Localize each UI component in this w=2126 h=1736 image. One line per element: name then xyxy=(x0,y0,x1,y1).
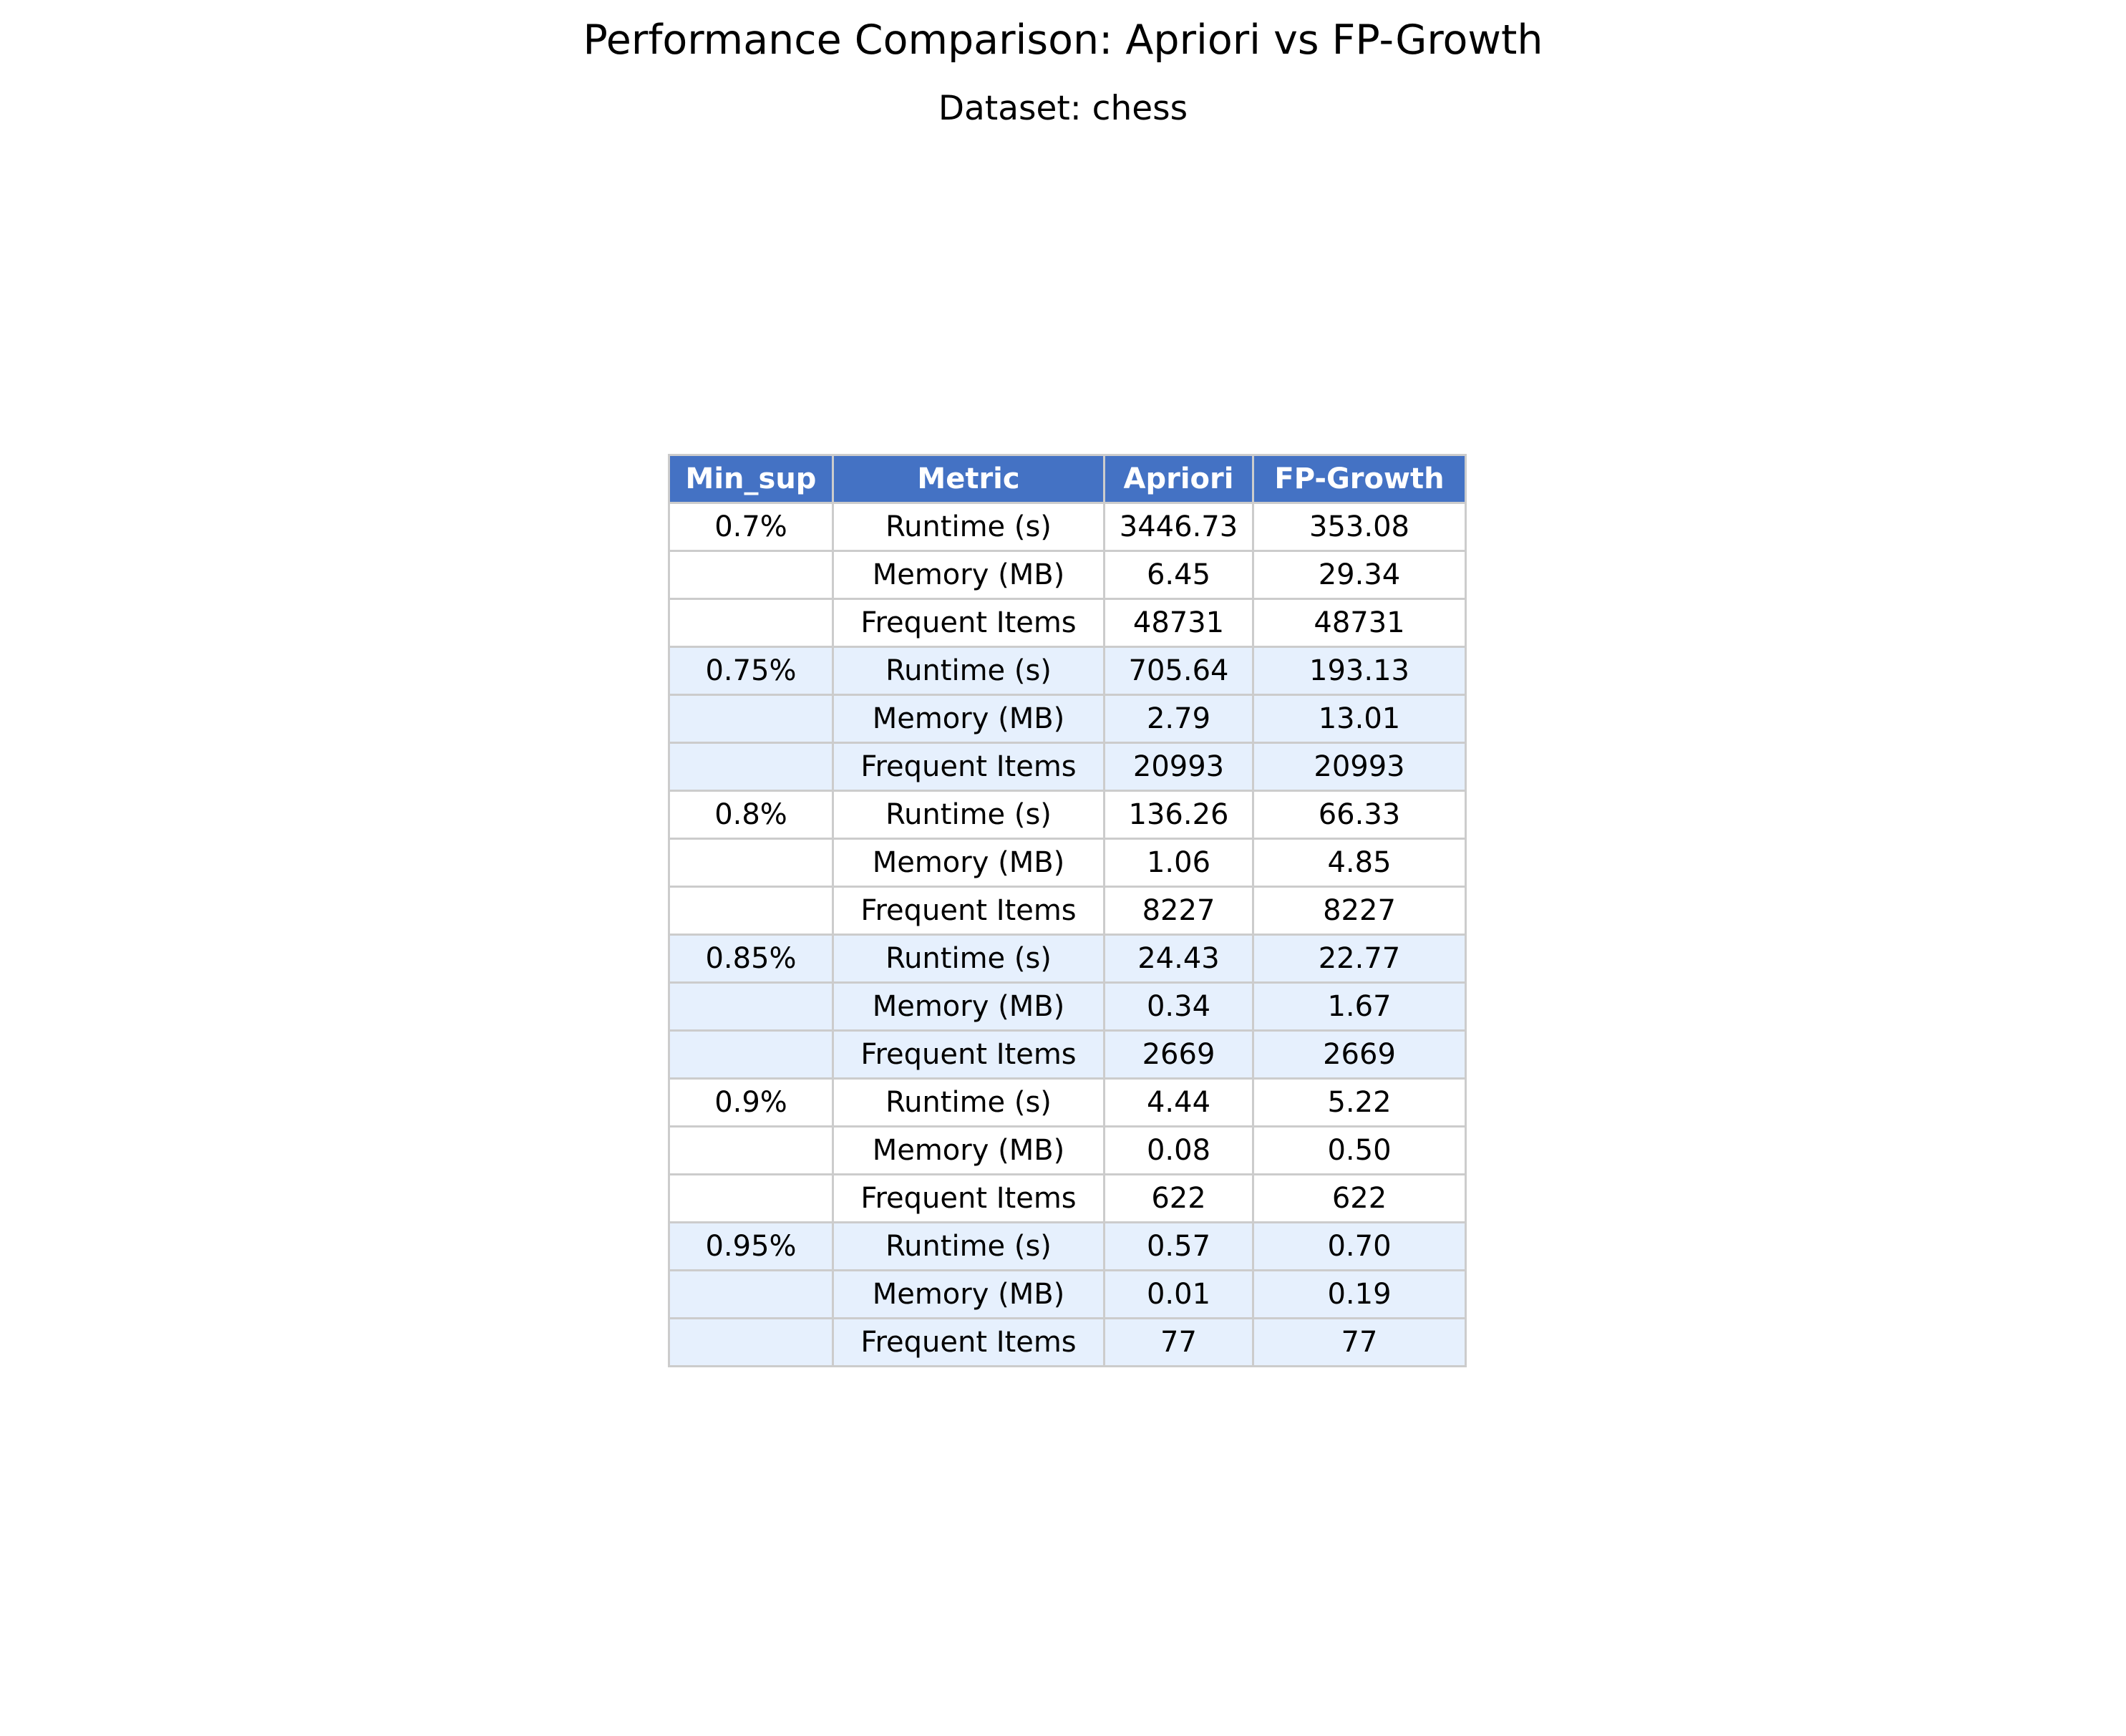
apriori-cell: 622 xyxy=(1103,1173,1254,1223)
min-sup-cell xyxy=(668,1317,834,1367)
fp-growth-cell: 66.33 xyxy=(1252,790,1467,840)
table-row: Memory (MB) 0.08 0.50 xyxy=(668,1125,1467,1175)
header-apriori: Apriori xyxy=(1103,454,1254,504)
fp-growth-cell: 20993 xyxy=(1252,742,1467,792)
apriori-cell: 0.57 xyxy=(1103,1221,1254,1271)
header-fp-growth: FP-Growth xyxy=(1252,454,1467,504)
apriori-cell: 48731 xyxy=(1103,598,1254,648)
table-row: 0.7% Runtime (s) 3446.73 353.08 xyxy=(668,502,1467,552)
min-sup-cell xyxy=(668,838,834,888)
apriori-cell: 2.79 xyxy=(1103,694,1254,744)
metric-cell: Runtime (s) xyxy=(832,934,1105,984)
fp-growth-cell: 29.34 xyxy=(1252,550,1467,600)
apriori-cell: 6.45 xyxy=(1103,550,1254,600)
fp-growth-cell: 193.13 xyxy=(1252,646,1467,696)
apriori-cell: 0.08 xyxy=(1103,1125,1254,1175)
apriori-cell: 136.26 xyxy=(1103,790,1254,840)
metric-cell: Frequent Items xyxy=(832,1317,1105,1367)
fp-growth-cell: 5.22 xyxy=(1252,1077,1467,1128)
fp-growth-cell: 13.01 xyxy=(1252,694,1467,744)
table-row: Frequent Items 48731 48731 xyxy=(668,598,1467,648)
metric-cell: Frequent Items xyxy=(832,1029,1105,1080)
min-sup-cell: 0.75% xyxy=(668,646,834,696)
table-row: Memory (MB) 6.45 29.34 xyxy=(668,550,1467,600)
table-row: Frequent Items 622 622 xyxy=(668,1173,1467,1223)
metric-cell: Frequent Items xyxy=(832,598,1105,648)
chart-subtitle: Dataset: chess xyxy=(938,89,1188,128)
apriori-cell: 1.06 xyxy=(1103,838,1254,888)
table-row: Frequent Items 8227 8227 xyxy=(668,886,1467,936)
apriori-cell: 0.01 xyxy=(1103,1269,1254,1319)
table-row: Memory (MB) 0.34 1.67 xyxy=(668,981,1467,1032)
table-row: 0.8% Runtime (s) 136.26 66.33 xyxy=(668,790,1467,840)
metric-cell: Runtime (s) xyxy=(832,646,1105,696)
metric-cell: Runtime (s) xyxy=(832,790,1105,840)
fp-growth-cell: 77 xyxy=(1252,1317,1467,1367)
table-row: Frequent Items 20993 20993 xyxy=(668,742,1467,792)
metric-cell: Memory (MB) xyxy=(832,981,1105,1032)
apriori-cell: 20993 xyxy=(1103,742,1254,792)
table-row: Frequent Items 77 77 xyxy=(668,1317,1467,1367)
table-row: 0.95% Runtime (s) 0.57 0.70 xyxy=(668,1221,1467,1271)
min-sup-cell xyxy=(668,1125,834,1175)
metric-cell: Memory (MB) xyxy=(832,1125,1105,1175)
fp-growth-cell: 0.70 xyxy=(1252,1221,1467,1271)
fp-growth-cell: 4.85 xyxy=(1252,838,1467,888)
table-row: 0.85% Runtime (s) 24.43 22.77 xyxy=(668,934,1467,984)
metric-cell: Runtime (s) xyxy=(832,502,1105,552)
table-body: 0.7% Runtime (s) 3446.73 353.08 Memory (MB) 6… xyxy=(668,502,1467,1367)
min-sup-cell xyxy=(668,981,834,1032)
min-sup-cell xyxy=(668,742,834,792)
fp-growth-cell: 22.77 xyxy=(1252,934,1467,984)
fp-growth-cell: 622 xyxy=(1252,1173,1467,1223)
apriori-cell: 4.44 xyxy=(1103,1077,1254,1128)
fp-growth-cell: 48731 xyxy=(1252,598,1467,648)
metric-cell: Memory (MB) xyxy=(832,550,1105,600)
metric-cell: Frequent Items xyxy=(832,742,1105,792)
table-header-row: Min_sup Metric Apriori FP-Growth xyxy=(668,454,1467,504)
table-row: 0.75% Runtime (s) 705.64 193.13 xyxy=(668,646,1467,696)
min-sup-cell xyxy=(668,694,834,744)
performance-table: Min_sup Metric Apriori FP-Growth 0.7% Run… xyxy=(668,454,1467,1367)
apriori-cell: 0.34 xyxy=(1103,981,1254,1032)
fp-growth-cell: 2669 xyxy=(1252,1029,1467,1080)
min-sup-cell: 0.8% xyxy=(668,790,834,840)
metric-cell: Frequent Items xyxy=(832,886,1105,936)
metric-cell: Runtime (s) xyxy=(832,1077,1105,1128)
table-row: 0.9% Runtime (s) 4.44 5.22 xyxy=(668,1077,1467,1128)
table-row: Memory (MB) 0.01 0.19 xyxy=(668,1269,1467,1319)
table-row: Memory (MB) 1.06 4.85 xyxy=(668,838,1467,888)
metric-cell: Frequent Items xyxy=(832,1173,1105,1223)
apriori-cell: 77 xyxy=(1103,1317,1254,1367)
min-sup-cell xyxy=(668,1029,834,1080)
apriori-cell: 2669 xyxy=(1103,1029,1254,1080)
header-min-sup: Min_sup xyxy=(668,454,834,504)
fp-growth-cell: 8227 xyxy=(1252,886,1467,936)
header-metric: Metric xyxy=(832,454,1105,504)
min-sup-cell xyxy=(668,1269,834,1319)
fp-growth-cell: 0.50 xyxy=(1252,1125,1467,1175)
fp-growth-cell: 353.08 xyxy=(1252,502,1467,552)
min-sup-cell: 0.9% xyxy=(668,1077,834,1128)
min-sup-cell: 0.7% xyxy=(668,502,834,552)
apriori-cell: 705.64 xyxy=(1103,646,1254,696)
table-row: Memory (MB) 2.79 13.01 xyxy=(668,694,1467,744)
table-row: Frequent Items 2669 2669 xyxy=(668,1029,1467,1080)
metric-cell: Runtime (s) xyxy=(832,1221,1105,1271)
apriori-cell: 24.43 xyxy=(1103,934,1254,984)
min-sup-cell xyxy=(668,886,834,936)
fp-growth-cell: 1.67 xyxy=(1252,981,1467,1032)
min-sup-cell xyxy=(668,1173,834,1223)
metric-cell: Memory (MB) xyxy=(832,1269,1105,1319)
min-sup-cell: 0.95% xyxy=(668,1221,834,1271)
fp-growth-cell: 0.19 xyxy=(1252,1269,1467,1319)
chart-title: Performance Comparison: Apriori vs FP-Gr… xyxy=(583,16,1543,64)
apriori-cell: 8227 xyxy=(1103,886,1254,936)
metric-cell: Memory (MB) xyxy=(832,838,1105,888)
min-sup-cell xyxy=(668,598,834,648)
min-sup-cell xyxy=(668,550,834,600)
metric-cell: Memory (MB) xyxy=(832,694,1105,744)
apriori-cell: 3446.73 xyxy=(1103,502,1254,552)
min-sup-cell: 0.85% xyxy=(668,934,834,984)
